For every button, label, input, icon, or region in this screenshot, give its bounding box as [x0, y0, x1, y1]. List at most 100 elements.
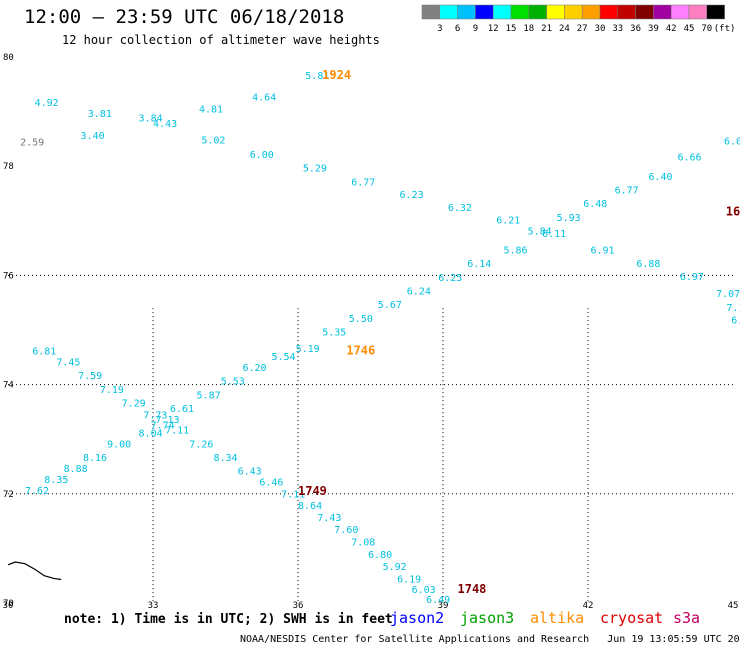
legend-swatch — [653, 4, 672, 20]
wave-height-value: 6.61 — [170, 404, 194, 415]
mission-s3a: s3a — [673, 609, 701, 627]
wave-height-value: 7.1 — [726, 303, 740, 314]
wave-height-value: 6.25 — [438, 273, 462, 284]
wave-height-value: 3.84 — [139, 113, 163, 124]
wave-height-value: 6.66 — [677, 153, 701, 164]
pass-time-label: 1748 — [458, 582, 487, 596]
wave-height-value: 6.03 — [412, 585, 436, 596]
mission-jason3: jason3 — [460, 609, 515, 627]
wave-height-value: 2.59 — [20, 137, 44, 148]
y-tick-label: 78 — [3, 162, 14, 172]
wave-height-value: 3.81 — [88, 109, 112, 120]
wave-height-value: 5.93 — [557, 213, 581, 224]
wave-height-value: 6.81 — [32, 347, 56, 358]
legend-label: 70 — [701, 24, 712, 34]
chart-title: 12:00 – 23:59 UTC 06/18/2018 — [24, 6, 345, 28]
wave-height-value: 6.11 — [542, 229, 566, 240]
pass-time-label: 1746 — [346, 344, 375, 358]
wave-height-value: 5.53 — [221, 377, 245, 388]
footer-note: note: 1) Time is in UTC; 2) SWH is in fe… — [64, 612, 393, 627]
legend-swatch — [492, 4, 512, 20]
wave-height-value: 6.43 — [238, 467, 262, 478]
legend-label: 21 — [541, 24, 552, 34]
wave-height-value: 6.97 — [680, 272, 704, 283]
wave-height-value: 6.77 — [351, 177, 375, 188]
wave-height-value: 6.40 — [648, 172, 672, 183]
coastline — [7, 561, 62, 581]
legend-label: 36 — [630, 24, 641, 34]
legend-label: 3 — [437, 24, 442, 34]
x-tick-label: 33 — [148, 601, 159, 611]
pass-time-label: 16 — [726, 204, 740, 218]
legend-swatch — [564, 4, 583, 20]
wave-height-value: 6.21 — [496, 216, 520, 227]
wave-height-value: 6.80 — [368, 550, 392, 561]
footer-credit: NOAA/NESDIS Center for Satellite Applica… — [240, 634, 740, 645]
wave-height-value: 7.11 — [165, 426, 189, 437]
legend-label: 24 — [559, 24, 570, 34]
wave-height-value: 3.40 — [81, 131, 105, 142]
y-tick-label: 72 — [3, 490, 14, 500]
legend-label: (ft) — [714, 24, 736, 34]
legend-swatch — [617, 4, 636, 20]
legend-label: 39 — [648, 24, 659, 34]
legend-swatch — [457, 4, 476, 20]
wave-height-value: 5.67 — [378, 300, 402, 311]
wave-height-value: 8.34 — [213, 453, 237, 464]
wave-height-value: 8.16 — [83, 453, 107, 464]
legend-swatch — [439, 4, 458, 20]
wave-height-value: 4.81 — [199, 105, 223, 116]
legend-swatch — [688, 4, 708, 20]
wave-height-value: 6.77 — [615, 186, 639, 197]
mission-jason2: jason2 — [390, 609, 445, 627]
wave-height-value: 4.43 — [153, 119, 177, 130]
legend-swatch — [528, 4, 547, 20]
wave-height-value: 5.92 — [383, 562, 407, 573]
wave-height-value: 4.92 — [35, 98, 59, 109]
legend-label: 45 — [684, 24, 695, 34]
wave-height-value: 6.9 — [731, 315, 740, 326]
y-tick-label: 76 — [3, 271, 14, 281]
wave-height-value: 6.48 — [583, 199, 607, 210]
legend-label: 27 — [577, 24, 588, 34]
wave-height-value: 5.29 — [303, 164, 327, 175]
wave-height-value: 5.86 — [503, 246, 527, 257]
legend-label: 6 — [455, 24, 460, 34]
wave-height-value: 7.60 — [334, 525, 358, 536]
wave-height-value: 7.13 — [155, 415, 179, 426]
wave-height-value: 5.02 — [201, 135, 225, 146]
wave-height-value: 7.43 — [317, 513, 341, 524]
wave-height-value: 7.73 — [143, 410, 167, 421]
wave-height-value: 6.88 — [636, 259, 660, 270]
wave-height-value: 7.19 — [100, 385, 124, 396]
y-tick-label: 74 — [3, 381, 14, 391]
wave-height-value: 6.23 — [400, 190, 424, 201]
wave-height-value: 7.07 — [716, 289, 740, 300]
legend-swatch — [635, 4, 654, 20]
wave-height-value: 7.45 — [56, 357, 80, 368]
wave-height-value: 7.11 — [281, 490, 305, 501]
x-tick-label: 42 — [583, 601, 594, 611]
legend-label: 42 — [666, 24, 677, 34]
legend-swatch — [510, 4, 530, 20]
wave-height-value: 6.0 — [724, 136, 740, 147]
x-tick-label: 39 — [438, 601, 449, 611]
legend-swatch — [475, 4, 494, 20]
legend-label: 15 — [506, 24, 517, 34]
legend-swatch — [421, 4, 441, 20]
y-tick-label: 70 — [3, 599, 14, 609]
wave-height-value: 7.08 — [351, 538, 375, 549]
wave-height-value: 4.64 — [252, 93, 276, 104]
wave-height-value: 7.62 — [25, 486, 49, 497]
wave-height-value: 6.49 — [426, 595, 450, 606]
legend-swatch — [706, 4, 725, 20]
chart-subtitle: 12 hour collection of altimeter wave hei… — [62, 33, 380, 47]
pass-time-label: 1749 — [298, 484, 327, 498]
legend-label: 30 — [595, 24, 606, 34]
wave-height-value: 9.00 — [107, 439, 131, 450]
wave-height-value: 5.35 — [322, 327, 346, 338]
legend-label: 18 — [523, 24, 534, 34]
wave-height-value: 5.81 — [305, 71, 329, 82]
wave-height-value: 6.91 — [590, 246, 614, 257]
